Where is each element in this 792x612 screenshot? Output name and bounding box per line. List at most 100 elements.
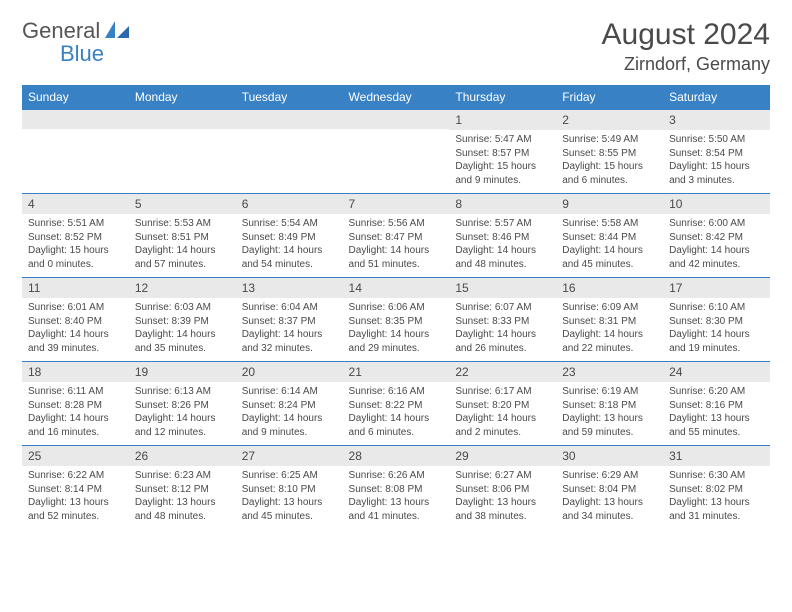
calendar-cell: 2Sunrise: 5:49 AMSunset: 8:55 PMDaylight… xyxy=(556,109,663,193)
weekday-header: Thursday xyxy=(449,85,556,109)
calendar-cell: 17Sunrise: 6:10 AMSunset: 8:30 PMDayligh… xyxy=(663,277,770,361)
calendar-cell xyxy=(236,109,343,193)
daylight-text: Daylight: 14 hours and 2 minutes. xyxy=(455,412,550,439)
weekday-header: Tuesday xyxy=(236,85,343,109)
sunrise-text: Sunrise: 6:25 AM xyxy=(242,469,337,483)
sunset-text: Sunset: 8:06 PM xyxy=(455,483,550,497)
sunrise-text: Sunrise: 6:22 AM xyxy=(28,469,123,483)
calendar-cell: 22Sunrise: 6:17 AMSunset: 8:20 PMDayligh… xyxy=(449,361,556,445)
calendar-cell: 16Sunrise: 6:09 AMSunset: 8:31 PMDayligh… xyxy=(556,277,663,361)
daylight-text: Daylight: 14 hours and 26 minutes. xyxy=(455,328,550,355)
daylight-text: Daylight: 15 hours and 0 minutes. xyxy=(28,244,123,271)
sunrise-text: Sunrise: 6:01 AM xyxy=(28,301,123,315)
sunset-text: Sunset: 8:57 PM xyxy=(455,147,550,161)
day-number: 24 xyxy=(663,362,770,382)
sunrise-text: Sunrise: 6:17 AM xyxy=(455,385,550,399)
weekday-header: Wednesday xyxy=(343,85,450,109)
daylight-text: Daylight: 14 hours and 45 minutes. xyxy=(562,244,657,271)
calendar-cell: 6 Sunrise: 5:54 AMSunset: 8:49 PMDaylight… xyxy=(236,193,343,277)
calendar-cell: 7Sunrise: 5:56 AMSunset: 8:47 PMDaylight… xyxy=(343,193,450,277)
day-info xyxy=(343,129,450,192)
sunrise-text: Sunrise: 6:07 AM xyxy=(455,301,550,315)
sunset-text: Sunset: 8:18 PM xyxy=(562,399,657,413)
sunset-text: Sunset: 8:26 PM xyxy=(135,399,230,413)
day-number: 3 xyxy=(663,110,770,130)
header: GeneralBlue August 2024 Zirndorf, German… xyxy=(22,18,770,75)
day-number: 17 xyxy=(663,278,770,298)
day-info: Sunrise: 5:56 AMSunset: 8:47 PMDaylight:… xyxy=(343,214,450,277)
daylight-text: Daylight: 14 hours and 42 minutes. xyxy=(669,244,764,271)
sunset-text: Sunset: 8:16 PM xyxy=(669,399,764,413)
day-number: 18 xyxy=(22,362,129,382)
page-title: August 2024 xyxy=(602,18,770,52)
calendar-cell: 4Sunrise: 5:51 AMSunset: 8:52 PMDaylight… xyxy=(22,193,129,277)
day-number: 9 xyxy=(556,194,663,214)
calendar-cell: 28Sunrise: 6:26 AMSunset: 8:08 PMDayligh… xyxy=(343,445,450,529)
day-info: Sunrise: 6:04 AMSunset: 8:37 PMDaylight:… xyxy=(236,298,343,361)
sunset-text: Sunset: 8:54 PM xyxy=(669,147,764,161)
daylight-text: Daylight: 14 hours and 35 minutes. xyxy=(135,328,230,355)
daylight-text: Daylight: 14 hours and 22 minutes. xyxy=(562,328,657,355)
calendar-cell: 13Sunrise: 6:04 AMSunset: 8:37 PMDayligh… xyxy=(236,277,343,361)
calendar-cell: 12Sunrise: 6:03 AMSunset: 8:39 PMDayligh… xyxy=(129,277,236,361)
daylight-text: Daylight: 14 hours and 32 minutes. xyxy=(242,328,337,355)
day-number: 8 xyxy=(449,194,556,214)
sunset-text: Sunset: 8:40 PM xyxy=(28,315,123,329)
sunrise-text: Sunrise: 6:13 AM xyxy=(135,385,230,399)
day-info: Sunrise: 6:03 AMSunset: 8:39 PMDaylight:… xyxy=(129,298,236,361)
day-number: 28 xyxy=(343,446,450,466)
calendar-cell xyxy=(343,109,450,193)
sunrise-text: Sunrise: 5:58 AM xyxy=(562,217,657,231)
sunset-text: Sunset: 8:52 PM xyxy=(28,231,123,245)
calendar-cell: 21Sunrise: 6:16 AMSunset: 8:22 PMDayligh… xyxy=(343,361,450,445)
day-number: 12 xyxy=(129,278,236,298)
sunrise-text: Sunrise: 6:27 AM xyxy=(455,469,550,483)
day-info: Sunrise: 6:10 AMSunset: 8:30 PMDaylight:… xyxy=(663,298,770,361)
calendar-cell: 18Sunrise: 6:11 AMSunset: 8:28 PMDayligh… xyxy=(22,361,129,445)
sunset-text: Sunset: 8:49 PM xyxy=(242,231,337,245)
sunset-text: Sunset: 8:31 PM xyxy=(562,315,657,329)
day-info: Sunrise: 6:22 AMSunset: 8:14 PMDaylight:… xyxy=(22,466,129,529)
day-number: 15 xyxy=(449,278,556,298)
day-number xyxy=(22,110,129,129)
daylight-text: Daylight: 13 hours and 38 minutes. xyxy=(455,496,550,523)
daylight-text: Daylight: 13 hours and 55 minutes. xyxy=(669,412,764,439)
daylight-text: Daylight: 14 hours and 29 minutes. xyxy=(349,328,444,355)
sunset-text: Sunset: 8:42 PM xyxy=(669,231,764,245)
sunset-text: Sunset: 8:33 PM xyxy=(455,315,550,329)
calendar-cell: 3Sunrise: 5:50 AMSunset: 8:54 PMDaylight… xyxy=(663,109,770,193)
day-info: Sunrise: 5:57 AMSunset: 8:46 PMDaylight:… xyxy=(449,214,556,277)
day-number: 16 xyxy=(556,278,663,298)
calendar-cell: 8Sunrise: 5:57 AMSunset: 8:46 PMDaylight… xyxy=(449,193,556,277)
sunrise-text: Sunrise: 5:51 AM xyxy=(28,217,123,231)
day-info: Sunrise: 6:06 AMSunset: 8:35 PMDaylight:… xyxy=(343,298,450,361)
sunset-text: Sunset: 8:12 PM xyxy=(135,483,230,497)
day-number: 27 xyxy=(236,446,343,466)
sunrise-text: Sunrise: 5:54 AM xyxy=(242,217,337,231)
sunset-text: Sunset: 8:30 PM xyxy=(669,315,764,329)
day-info: Sunrise: 5:51 AMSunset: 8:52 PMDaylight:… xyxy=(22,214,129,277)
sunrise-text: Sunrise: 6:03 AM xyxy=(135,301,230,315)
day-info: Sunrise: 6:29 AMSunset: 8:04 PMDaylight:… xyxy=(556,466,663,529)
calendar-cell: 19Sunrise: 6:13 AMSunset: 8:26 PMDayligh… xyxy=(129,361,236,445)
logo-word2: Blue xyxy=(60,41,104,67)
sunset-text: Sunset: 8:22 PM xyxy=(349,399,444,413)
sunrise-text: Sunrise: 6:14 AM xyxy=(242,385,337,399)
daylight-text: Daylight: 14 hours and 54 minutes. xyxy=(242,244,337,271)
day-info: Sunrise: 6:20 AMSunset: 8:16 PMDaylight:… xyxy=(663,382,770,445)
day-info: Sunrise: 6:00 AMSunset: 8:42 PMDaylight:… xyxy=(663,214,770,277)
sunrise-text: Sunrise: 5:47 AM xyxy=(455,133,550,147)
sunrise-text: Sunrise: 5:56 AM xyxy=(349,217,444,231)
sunrise-text: Sunrise: 6:06 AM xyxy=(349,301,444,315)
weekday-header: Friday xyxy=(556,85,663,109)
daylight-text: Daylight: 14 hours and 16 minutes. xyxy=(28,412,123,439)
day-info: Sunrise: 6:25 AMSunset: 8:10 PMDaylight:… xyxy=(236,466,343,529)
day-number: 6 xyxy=(236,194,343,214)
calendar-cell: 14Sunrise: 6:06 AMSunset: 8:35 PMDayligh… xyxy=(343,277,450,361)
day-number: 7 xyxy=(343,194,450,214)
weekday-header: Monday xyxy=(129,85,236,109)
day-number xyxy=(236,110,343,129)
daylight-text: Daylight: 14 hours and 19 minutes. xyxy=(669,328,764,355)
day-info: Sunrise: 6:13 AMSunset: 8:26 PMDaylight:… xyxy=(129,382,236,445)
day-info: Sunrise: 5:49 AMSunset: 8:55 PMDaylight:… xyxy=(556,130,663,193)
